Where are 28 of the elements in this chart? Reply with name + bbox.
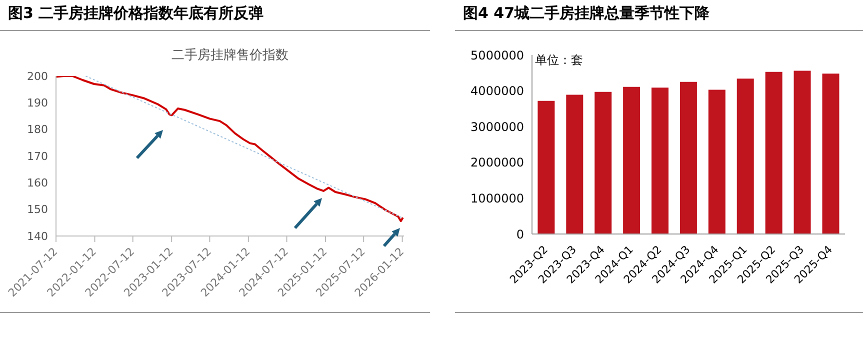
y-tick-label: 150 bbox=[27, 203, 48, 216]
y-tick-label: 190 bbox=[27, 96, 48, 110]
y-tick-label: 5000000 bbox=[470, 48, 524, 62]
annotation: 单位：套 bbox=[535, 52, 583, 69]
y-tick-label: 140 bbox=[27, 230, 48, 243]
bar bbox=[765, 72, 782, 234]
bar bbox=[566, 94, 584, 234]
y-tick-label: 170 bbox=[27, 150, 48, 163]
bar bbox=[794, 70, 811, 234]
bar bbox=[652, 88, 669, 234]
y-tick-label: 4000000 bbox=[470, 84, 524, 98]
bar bbox=[708, 90, 726, 234]
bar bbox=[822, 74, 840, 234]
chart-subtitle: 二手房挂牌售价指数 bbox=[170, 47, 290, 64]
y-tick-label: 1000000 bbox=[470, 191, 524, 206]
y-tick-label: 0 bbox=[516, 227, 524, 242]
bar bbox=[623, 86, 640, 234]
bar bbox=[736, 78, 754, 234]
y-tick-label: 160 bbox=[27, 176, 48, 190]
chart-title: 图4 47城二手房挂牌总量季节性下降 bbox=[463, 4, 710, 23]
bar bbox=[538, 100, 555, 234]
bar bbox=[680, 82, 697, 234]
y-tick-label: 180 bbox=[27, 123, 48, 136]
y-tick-label: 2000000 bbox=[470, 156, 524, 170]
chart-title: 图3 二手房挂牌价格指数年底有所反弹 bbox=[8, 4, 264, 23]
y-tick-label: 200 bbox=[27, 70, 48, 83]
bar bbox=[594, 92, 612, 234]
y-tick-label: 3000000 bbox=[470, 120, 524, 134]
